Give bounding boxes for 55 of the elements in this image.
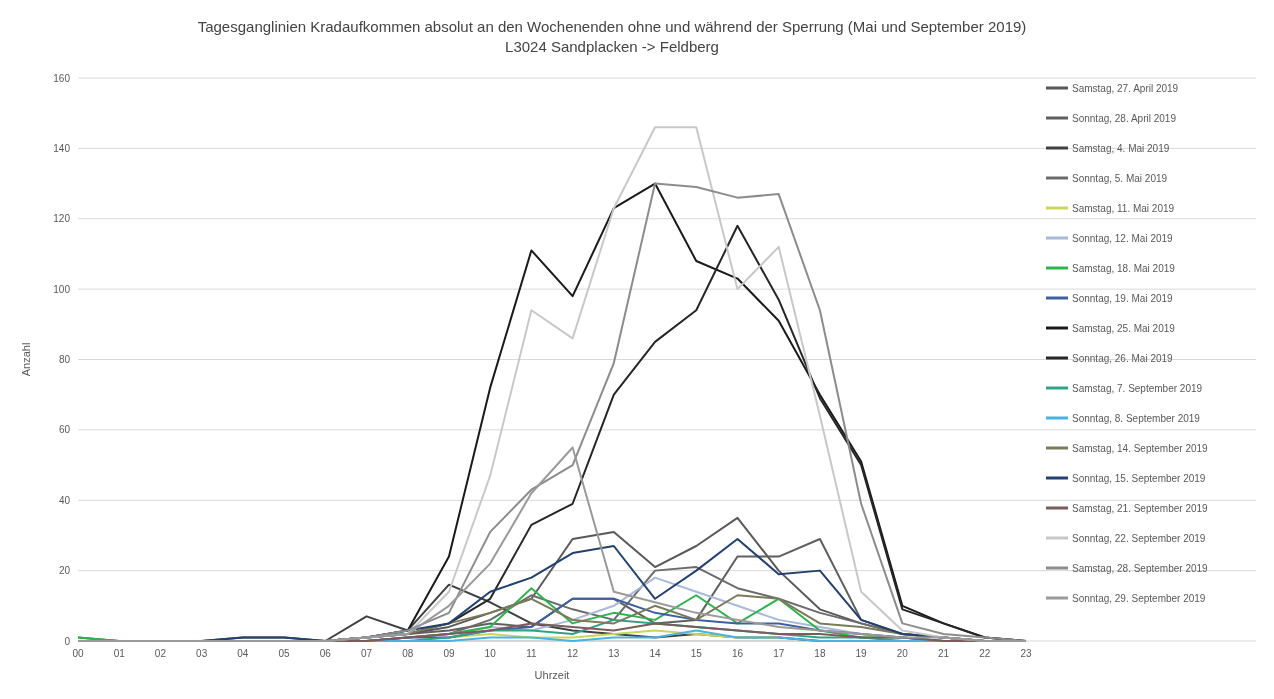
- legend-label: Sonntag, 26. Mai 2019: [1072, 352, 1174, 364]
- legend-label: Sonntag, 5. Mai 2019: [1072, 172, 1168, 184]
- chart-subtitle: L3024 Sandplacken -> Feldberg: [505, 38, 719, 55]
- x-tick-label: 04: [237, 648, 249, 659]
- legend-label: Sonntag, 22. September 2019: [1072, 532, 1206, 544]
- x-tick-label: 18: [814, 648, 826, 659]
- x-tick-label: 20: [896, 648, 909, 659]
- x-tick-label: 01: [113, 648, 126, 659]
- x-tick-label: 13: [608, 648, 620, 659]
- y-tick-label: 120: [53, 213, 71, 225]
- x-tick-label: 12: [567, 648, 579, 659]
- x-tick-label: 03: [196, 648, 208, 659]
- y-axis-title: Anzahl: [20, 342, 32, 377]
- y-tick-label: 160: [53, 72, 71, 84]
- x-axis-title: Uhrzeit: [534, 669, 570, 681]
- y-tick-label: 0: [64, 635, 71, 647]
- y-tick-label: 80: [58, 354, 71, 365]
- legend-label: Sonntag, 12. Mai 2019: [1072, 232, 1174, 244]
- x-tick-label: 17: [773, 648, 785, 659]
- legend-label: Sonntag, 19. Mai 2019: [1072, 292, 1174, 304]
- legend-label: Samstag, 14. September 2019: [1072, 442, 1209, 454]
- y-tick-label: 60: [58, 424, 71, 436]
- legend-label: Samstag, 4. Mai 2019: [1072, 142, 1170, 154]
- x-tick-label: 11: [526, 648, 538, 659]
- legend-label: Sonntag, 28. April 2019: [1072, 112, 1177, 124]
- y-tick-label: 100: [53, 283, 71, 295]
- legend-label: Sonntag, 15. September 2019: [1072, 472, 1206, 484]
- x-tick-label: 21: [938, 648, 950, 659]
- legend-label: Sonntag, 8. September 2019: [1072, 412, 1201, 424]
- x-tick-label: 22: [979, 648, 991, 659]
- legend-label: Samstag, 11. Mai 2019: [1072, 202, 1175, 214]
- legend-label: Samstag, 25. Mai 2019: [1072, 322, 1176, 334]
- y-tick-label: 140: [53, 142, 71, 154]
- x-tick-label: 19: [855, 648, 868, 659]
- x-tick-label: 05: [278, 648, 291, 659]
- x-tick-label: 10: [484, 648, 497, 659]
- x-tick-label: 09: [443, 648, 455, 659]
- legend-label: Samstag, 28. September 2019: [1072, 562, 1209, 574]
- legend-label: Samstag, 27. April 2019: [1072, 82, 1179, 94]
- x-tick-label: 06: [319, 648, 332, 659]
- legend-label: Samstag, 7. September 2019: [1072, 382, 1203, 394]
- x-tick-label: 00: [72, 648, 84, 659]
- legend-label: Sonntag, 29. September 2019: [1072, 592, 1206, 604]
- y-tick-label: 40: [58, 494, 71, 506]
- legend-label: Samstag, 21. September 2019: [1072, 502, 1209, 514]
- x-tick-label: 15: [690, 648, 703, 659]
- x-tick-label: 07: [360, 648, 373, 659]
- x-tick-label: 16: [731, 648, 744, 659]
- legend-label: Samstag, 18. Mai 2019: [1072, 262, 1176, 274]
- y-tick-label: 20: [58, 565, 71, 577]
- x-tick-label: 14: [649, 648, 662, 659]
- x-tick-label: 02: [154, 648, 167, 659]
- chart-title: Tagesganglinien Kradaufkommen absolut an den Wochenenden ohne und während der Sperrung (Mai und September 2019): [197, 18, 1027, 35]
- x-tick-label: 23: [1020, 648, 1032, 659]
- x-tick-label: 08: [402, 648, 414, 659]
